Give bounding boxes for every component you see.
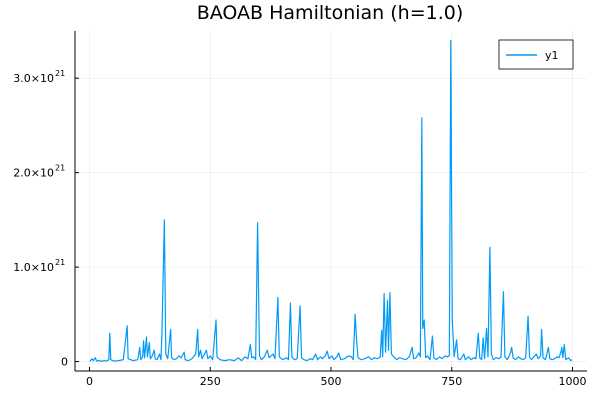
x-tick-label: 500 — [321, 375, 342, 388]
legend: y1 — [498, 39, 574, 70]
y-tick-label: 1.0×10 — [13, 261, 54, 274]
chart-title: BAOAB Hamiltonian (h=1.0) — [197, 2, 464, 24]
y-tick-exponent: 21 — [55, 69, 65, 78]
series-layer — [89, 39, 573, 362]
y-tick-label: 2.0×10 — [13, 167, 54, 180]
y-tick-label: 0 — [61, 356, 68, 369]
legend-label-y1: y1 — [545, 49, 559, 62]
y-tick-label: 3.0×10 — [13, 72, 54, 85]
x-tick-label: 1000 — [559, 375, 587, 388]
y-tick-exponent: 21 — [55, 258, 65, 267]
x-tick-label: 0 — [86, 375, 93, 388]
y-tick-exponent: 21 — [55, 164, 65, 173]
grid-layer — [75, 31, 587, 371]
series-line-y1 — [89, 39, 573, 362]
x-tick-label: 750 — [441, 375, 462, 388]
x-tick-label: 250 — [200, 375, 221, 388]
